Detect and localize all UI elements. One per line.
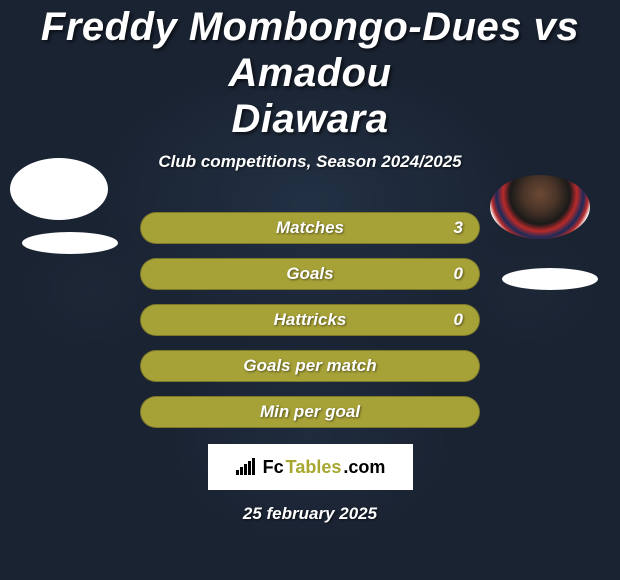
stat-pill: Goals 0 [140, 258, 480, 290]
stat-label: Goals per match [243, 356, 376, 376]
logo-fc: Fc [263, 457, 284, 478]
stat-label: Goals [286, 264, 333, 284]
stat-right-value: 0 [454, 264, 463, 284]
stat-pill: Matches 3 [140, 212, 480, 244]
stat-row-hattricks: Hattricks 0 [0, 304, 620, 336]
stat-row-matches: Matches 3 [0, 212, 620, 244]
stat-label: Matches [276, 218, 344, 238]
stat-label: Hattricks [274, 310, 347, 330]
title-line-2: Diawara [232, 97, 389, 141]
logo-tables: Tables [286, 457, 342, 478]
subtitle: Club competitions, Season 2024/2025 [158, 152, 461, 172]
stat-pill: Min per goal [140, 396, 480, 428]
stat-label: Min per goal [260, 402, 360, 422]
stat-right-value: 0 [454, 310, 463, 330]
stat-row-gpm: Goals per match [0, 350, 620, 382]
stat-row-goals: Goals 0 [0, 258, 620, 290]
fctables-logo: FcTables.com [208, 444, 413, 490]
stat-row-mpg: Min per goal [0, 396, 620, 428]
title-line-1: Freddy Mombongo-Dues vs Amadou [41, 5, 579, 95]
stat-pill: Hattricks 0 [140, 304, 480, 336]
date: 25 february 2025 [243, 504, 377, 524]
player-avatar-left [10, 158, 108, 220]
bar-chart-icon [235, 458, 257, 476]
stat-right-value: 3 [454, 218, 463, 238]
comparison-card: Freddy Mombongo-Dues vs Amadou Diawara C… [0, 0, 620, 580]
stat-pill: Goals per match [140, 350, 480, 382]
page-title: Freddy Mombongo-Dues vs Amadou Diawara [0, 4, 620, 142]
logo-com: .com [343, 457, 385, 478]
stats-list: Matches 3 Goals 0 Hattricks 0 Goals per … [0, 212, 620, 428]
